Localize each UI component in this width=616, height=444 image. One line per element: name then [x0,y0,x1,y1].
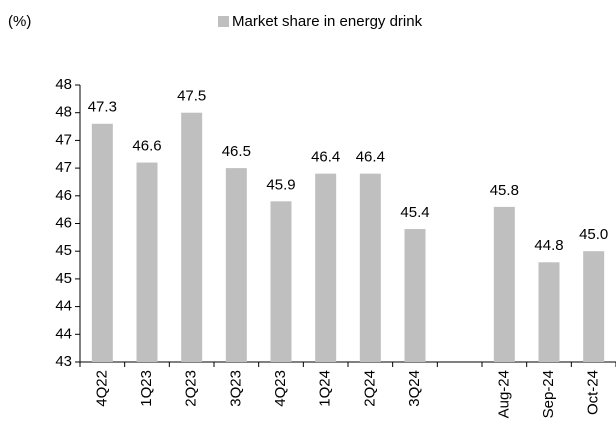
bar [583,251,605,362]
y-tick-label: 46 [55,187,72,204]
bar [493,206,515,362]
value-label: 47.5 [177,88,206,105]
y-tick-label: 44 [55,325,72,342]
value-label: 45.8 [490,182,519,199]
value-label: 45.0 [579,226,608,243]
x-tick-label: 3Q24 [406,370,423,407]
x-tick-label: 2Q23 [183,370,200,407]
value-label: 46.6 [132,138,161,155]
value-label: 45.9 [266,176,295,193]
legend-swatch [218,16,229,27]
bar [404,229,426,362]
bar [136,162,158,362]
bar [225,168,247,362]
bar [91,123,113,362]
y-tick-label: 43 [55,353,72,370]
x-tick-label: 1Q24 [317,370,334,407]
y-tick-label: 47 [55,131,72,148]
y-tick-label: 48 [55,104,72,121]
value-label: 47.3 [88,99,117,116]
y-tick-label: 46 [55,214,72,231]
x-tick-label: Aug-24 [495,370,512,418]
y-tick-label: 48 [55,76,72,93]
x-tick-label: Sep-24 [540,370,557,418]
y-tick-label: 45 [55,242,72,259]
value-label: 46.5 [222,143,251,160]
x-tick-label: 4Q22 [93,370,110,407]
y-tick-label: 45 [55,270,72,287]
value-label: 46.4 [356,149,385,166]
bar [315,173,337,362]
x-tick-label: 4Q23 [272,370,289,407]
y-axis-label: (%) [8,13,31,30]
x-tick-label: Oct-24 [585,370,602,415]
value-label: 45.4 [400,204,429,221]
bar [538,262,560,362]
x-tick-label: 3Q23 [227,370,244,407]
x-tick-label: 2Q24 [361,370,378,407]
y-tick-label: 44 [55,298,72,315]
bar [359,173,381,362]
y-tick-label: 47 [55,159,72,176]
legend-label: Market share in energy drink [232,13,423,30]
value-label: 44.8 [534,237,563,254]
bar [181,112,203,362]
x-tick-label: 1Q23 [138,370,155,407]
bar [270,201,292,362]
value-label: 46.4 [311,149,340,166]
